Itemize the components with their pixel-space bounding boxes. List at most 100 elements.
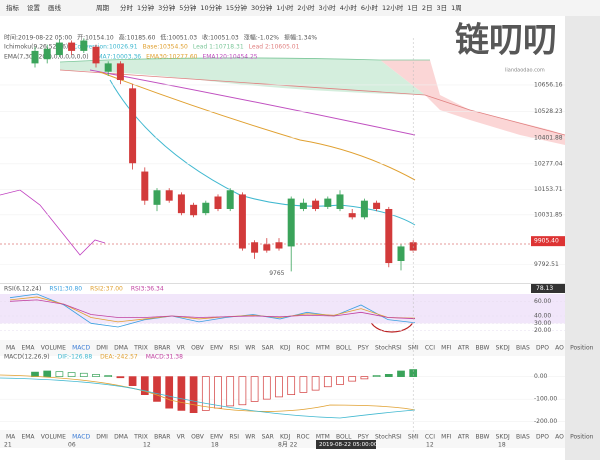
indicator-tab[interactable]: TRIX: [133, 345, 148, 352]
period-button: 15分钟: [226, 3, 248, 12]
indicator-tab[interactable]: BIAS: [516, 345, 530, 352]
price-tick-label: 10401.88: [534, 134, 563, 141]
candle-body: [263, 244, 271, 251]
macd-bar: [189, 376, 198, 414]
indicator-tab[interactable]: SAR: [262, 434, 274, 441]
indicator-tab[interactable]: DMI: [96, 434, 108, 441]
x-axis-label: 18: [211, 442, 219, 449]
macd-bar: [165, 376, 174, 409]
indicator-tab[interactable]: EMV: [210, 434, 224, 441]
period-button: 5分钟: [179, 3, 197, 12]
indicator-tab[interactable]: VR: [177, 345, 185, 352]
side-strip: [565, 16, 600, 460]
macd-bar: [177, 376, 186, 411]
indicator-tab[interactable]: CCI: [425, 345, 435, 352]
candle-body: [129, 88, 137, 164]
indicator-tab[interactable]: KDJ: [280, 434, 291, 441]
indicator-tab[interactable]: Position: [570, 345, 594, 352]
indicator-tab[interactable]: PSY: [358, 434, 369, 441]
candle-body: [299, 202, 307, 209]
toolbar-bg: [0, 0, 600, 16]
indicator-tab[interactable]: WR: [245, 434, 255, 441]
indicator-tab[interactable]: MTM: [316, 434, 330, 441]
indicator-tab[interactable]: SMI: [408, 434, 419, 441]
indicator-tab[interactable]: AO: [555, 345, 564, 352]
indicator-tab[interactable]: TRIX: [133, 434, 148, 441]
candle-body: [238, 194, 246, 249]
macd-bar: [397, 370, 405, 377]
rsi-tick-label: 30.00: [534, 320, 551, 327]
indicator-tab[interactable]: BOLL: [336, 434, 352, 441]
macd-tick-label: -100.00: [534, 396, 557, 403]
indicator-tab[interactable]: KDJ: [280, 345, 291, 352]
indicator-tab[interactable]: BIAS: [516, 434, 530, 441]
macd-bar: [348, 376, 357, 382]
candle-body: [275, 242, 283, 249]
indicator-tab[interactable]: MACD: [72, 434, 90, 441]
indicator-tab[interactable]: DMI: [96, 345, 108, 352]
watermark-site: liandaodao.com: [505, 68, 545, 74]
indicator-tab[interactable]: AO: [555, 434, 564, 441]
indicator-tab[interactable]: BBW: [475, 345, 489, 352]
candle-body: [190, 204, 198, 216]
indicator-tab[interactable]: StochRSI: [375, 345, 402, 352]
ohlc-info: 时间:2019-08-22 05:00: [4, 34, 72, 42]
indicator-tab[interactable]: WR: [245, 345, 255, 352]
indicator-tab[interactable]: Position: [570, 434, 594, 441]
indicator-tab[interactable]: SKDJ: [496, 345, 510, 352]
ohlc-info: 收:10051.03: [202, 34, 239, 42]
indicator-tab[interactable]: DPO: [536, 434, 549, 441]
indicator-tab[interactable]: VOLUME: [41, 434, 66, 441]
indicator-tab[interactable]: MTM: [316, 345, 330, 352]
indicator-tab[interactable]: ATR: [458, 434, 469, 441]
indicator-tab[interactable]: SKDJ: [496, 434, 510, 441]
indicator-tab[interactable]: MA: [6, 345, 16, 352]
indicator-tab[interactable]: MFI: [441, 345, 452, 352]
indicator-tab[interactable]: ATR: [458, 345, 469, 352]
indicator-tab[interactable]: MFI: [441, 434, 452, 441]
period-button: 1周: [451, 4, 462, 12]
indicator-tab[interactable]: RSI: [229, 345, 239, 352]
rsi-current-tag: [531, 284, 565, 293]
indicator-tab[interactable]: VR: [177, 434, 185, 441]
ohlc-info: 振幅:1.34%: [284, 34, 317, 42]
indicator-tab[interactable]: SAR: [262, 345, 274, 352]
indicator-tab[interactable]: BRAR: [154, 434, 170, 441]
indicator-tab[interactable]: RSI: [229, 434, 239, 441]
indicator-tab[interactable]: MA: [6, 434, 16, 441]
macd-label: DEA:-242.57: [100, 354, 138, 361]
indicator-tab[interactable]: ROC: [297, 345, 310, 352]
macd-bar: [360, 376, 369, 380]
period-button: 分时: [120, 3, 134, 12]
rsi-tick-label: 60.00: [534, 298, 551, 305]
candle-body: [324, 198, 332, 207]
indicator-tab[interactable]: OBV: [191, 345, 205, 352]
candle-body: [104, 63, 112, 72]
indicator-tab[interactable]: PSY: [358, 345, 369, 352]
indicator-tab[interactable]: ROC: [297, 434, 310, 441]
candle-body: [385, 208, 393, 264]
indicator-tab[interactable]: BRAR: [154, 345, 170, 352]
indicator-tab[interactable]: EMA: [21, 434, 35, 441]
x-axis-label: 18: [498, 442, 506, 449]
indicator-tab[interactable]: BOLL: [336, 345, 352, 352]
rsi-tick-label: 20.00: [534, 327, 551, 334]
price-tick-label: 9792.51: [534, 261, 559, 268]
indicator-tab[interactable]: EMV: [210, 345, 224, 352]
indicator-tab[interactable]: VOLUME: [41, 345, 66, 352]
candle-body: [373, 202, 381, 209]
indicator-tab[interactable]: CCI: [425, 434, 435, 441]
indicator-tab[interactable]: BBW: [475, 434, 489, 441]
indicator-tab[interactable]: MACD: [72, 345, 90, 352]
indicator-tab[interactable]: DMA: [114, 434, 129, 441]
candle-body: [397, 246, 405, 261]
indicator-tab[interactable]: OBV: [191, 434, 205, 441]
indicator-tab[interactable]: StochRSI: [375, 434, 402, 441]
indicator-tab[interactable]: DPO: [536, 345, 549, 352]
dif-line: [0, 374, 416, 412]
macd-bar: [299, 376, 308, 393]
indicator-tab[interactable]: DMA: [114, 345, 129, 352]
candle-body: [287, 198, 295, 247]
indicator-tab[interactable]: EMA: [21, 345, 35, 352]
period-button: 4小时: [340, 3, 358, 12]
